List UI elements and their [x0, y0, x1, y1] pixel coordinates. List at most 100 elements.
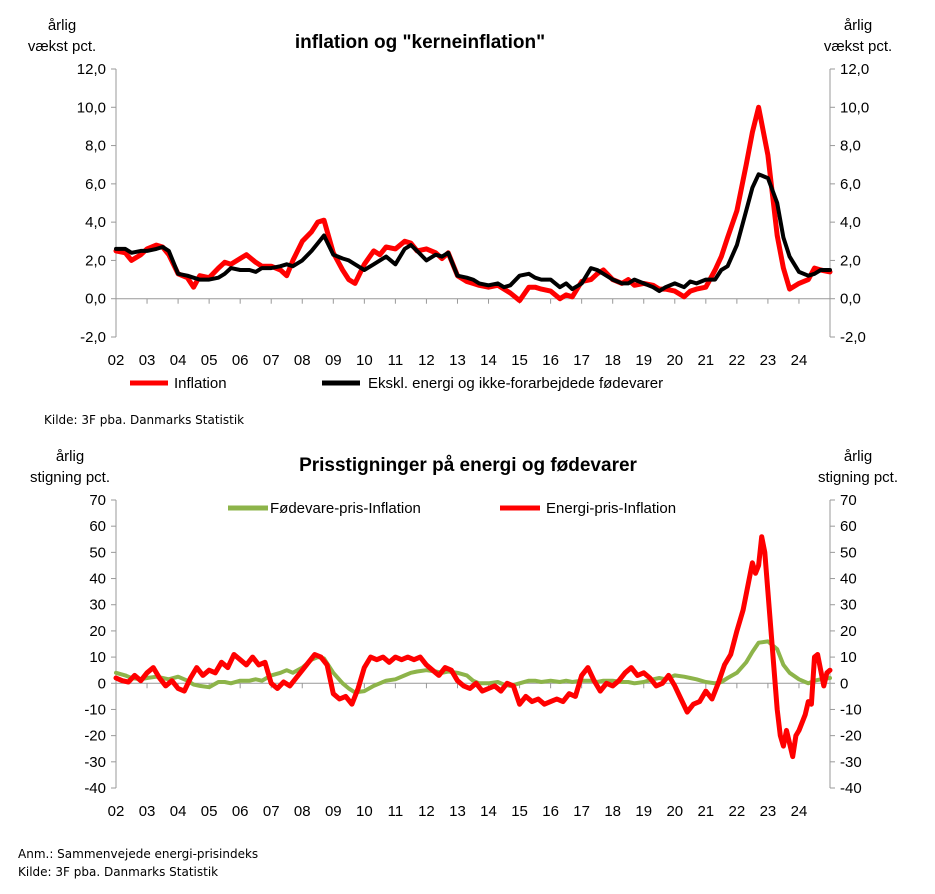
x-tick-label: 18	[604, 352, 621, 369]
x-tick-label: 24	[791, 352, 808, 369]
chart1-right-ylabel-line1: årlig	[844, 17, 872, 34]
left-tick-label: -20	[84, 728, 106, 745]
chart1-right-ylabel-line2: vækst pct.	[824, 38, 892, 55]
x-tick-label: 22	[729, 803, 746, 820]
x-tick-label: 03	[139, 803, 156, 820]
x-tick-label: 12	[418, 352, 435, 369]
x-tick-label: 16	[542, 352, 559, 369]
left-tick-label: 2,0	[85, 252, 106, 269]
x-tick-label: 20	[666, 352, 683, 369]
chart1-tick-labels: 12,0 12,0 10,0 10,0 8,0 8,0 6,0 6,0 4,0 4,0 2,0 2,0…	[77, 61, 869, 369]
series-line-energi-pris-inflation	[113, 534, 833, 760]
x-tick-label: 23	[760, 352, 777, 369]
x-tick-label: 14	[480, 803, 497, 820]
chart-energy-food: Prisstigninger på energi og fødevarer år…	[18, 448, 898, 879]
left-tick-label: -40	[84, 780, 106, 797]
x-tick-label: 10	[356, 803, 373, 820]
x-tick-label: 19	[635, 803, 652, 820]
left-tick-label: 6,0	[85, 176, 106, 193]
chart1-series	[113, 104, 833, 304]
x-tick-label: 21	[697, 352, 714, 369]
chart2-note: Anm.: Sammenvejede energi-prisindeks	[18, 847, 258, 861]
x-tick-label: 07	[263, 803, 280, 820]
x-tick-label: 12	[418, 803, 435, 820]
x-tick-label: 05	[201, 803, 218, 820]
left-tick-label: 10,0	[77, 99, 106, 116]
chart-inflation: inflation og "kerneinflation" årlig væks…	[28, 17, 892, 427]
left-tick-label: 70	[89, 492, 106, 509]
chart1-axes	[111, 68, 835, 338]
x-tick-label: 08	[294, 352, 311, 369]
left-tick-label: 30	[89, 597, 106, 614]
left-tick-label: 8,0	[85, 138, 106, 155]
left-tick-label: -30	[84, 754, 106, 771]
x-tick-label: 14	[480, 352, 497, 369]
right-tick-label: 2,0	[840, 252, 861, 269]
chart2-title: Prisstigninger på energi og fødevarer	[299, 455, 637, 476]
right-tick-label: -40	[840, 780, 862, 797]
x-tick-label: 17	[573, 352, 590, 369]
chart2-left-ylabel-line2: stigning pct.	[30, 469, 110, 486]
x-tick-label: 08	[294, 803, 311, 820]
right-tick-label: 12,0	[840, 61, 869, 78]
left-tick-label: 0	[98, 675, 106, 692]
right-tick-label: 0	[840, 675, 848, 692]
left-tick-label: 0,0	[85, 291, 106, 308]
x-tick-label: 18	[604, 803, 621, 820]
legend-label-core: Ekskl. energi og ikke-forarbejdede fødev…	[368, 375, 663, 392]
x-tick-label: 13	[449, 803, 466, 820]
x-tick-label: 07	[263, 352, 280, 369]
right-tick-label: 20	[840, 623, 857, 640]
chart2-series	[113, 534, 833, 760]
right-tick-label: -30	[840, 754, 862, 771]
chart2-left-ylabel-line1: årlig	[56, 448, 84, 465]
x-tick-label: 22	[729, 352, 746, 369]
left-tick-label: 60	[89, 518, 106, 535]
left-tick-label: 12,0	[77, 61, 106, 78]
right-tick-label: 40	[840, 571, 857, 588]
right-tick-label: -20	[840, 728, 862, 745]
x-tick-label: 05	[201, 352, 218, 369]
left-tick-label: 40	[89, 571, 106, 588]
chart1-left-ylabel-line1: årlig	[48, 17, 76, 34]
right-tick-label: 60	[840, 518, 857, 535]
right-tick-label: 50	[840, 544, 857, 561]
right-tick-label: 8,0	[840, 138, 861, 155]
legend-label-food: Fødevare-pris-Inflation	[270, 500, 421, 517]
legend-label-inflation: Inflation	[174, 375, 227, 392]
x-tick-label: 16	[542, 803, 559, 820]
series-line-f-devare-pris-inflation	[114, 639, 832, 695]
x-tick-label: 03	[139, 352, 156, 369]
right-tick-label: -2,0	[840, 329, 866, 346]
x-tick-label: 20	[666, 803, 683, 820]
x-tick-label: 15	[511, 803, 528, 820]
right-tick-label: 10,0	[840, 99, 869, 116]
right-tick-label: 4,0	[840, 214, 861, 231]
right-tick-label: 10	[840, 649, 857, 666]
chart2-right-ylabel-line2: stigning pct.	[818, 469, 898, 486]
x-tick-label: 15	[511, 352, 528, 369]
chart2-right-ylabel-line1: årlig	[844, 448, 872, 465]
chart2-axes	[111, 499, 835, 789]
right-tick-label: -10	[840, 701, 862, 718]
chart1-left-ylabel-line2: vækst pct.	[28, 38, 96, 55]
x-tick-label: 11	[388, 803, 404, 820]
left-tick-label: 20	[89, 623, 106, 640]
x-tick-label: 09	[325, 352, 342, 369]
left-tick-label: 10	[89, 649, 106, 666]
x-tick-label: 04	[170, 352, 187, 369]
left-tick-label: 50	[89, 544, 106, 561]
x-tick-label: 04	[170, 803, 187, 820]
x-tick-label: 13	[449, 352, 466, 369]
x-tick-label: 06	[232, 803, 249, 820]
right-tick-label: 70	[840, 492, 857, 509]
series-line-ekskl-energi-og-ikke-forarbejdede-f-devarer	[114, 172, 832, 294]
chart1-title: inflation og "kerneinflation"	[295, 32, 545, 53]
x-tick-label: 02	[108, 352, 125, 369]
x-tick-label: 09	[325, 803, 342, 820]
x-tick-label: 23	[760, 803, 777, 820]
chart2-source: Kilde: 3F pba. Danmarks Statistik	[18, 865, 218, 879]
x-tick-label: 02	[108, 803, 125, 820]
x-tick-label: 21	[697, 803, 714, 820]
